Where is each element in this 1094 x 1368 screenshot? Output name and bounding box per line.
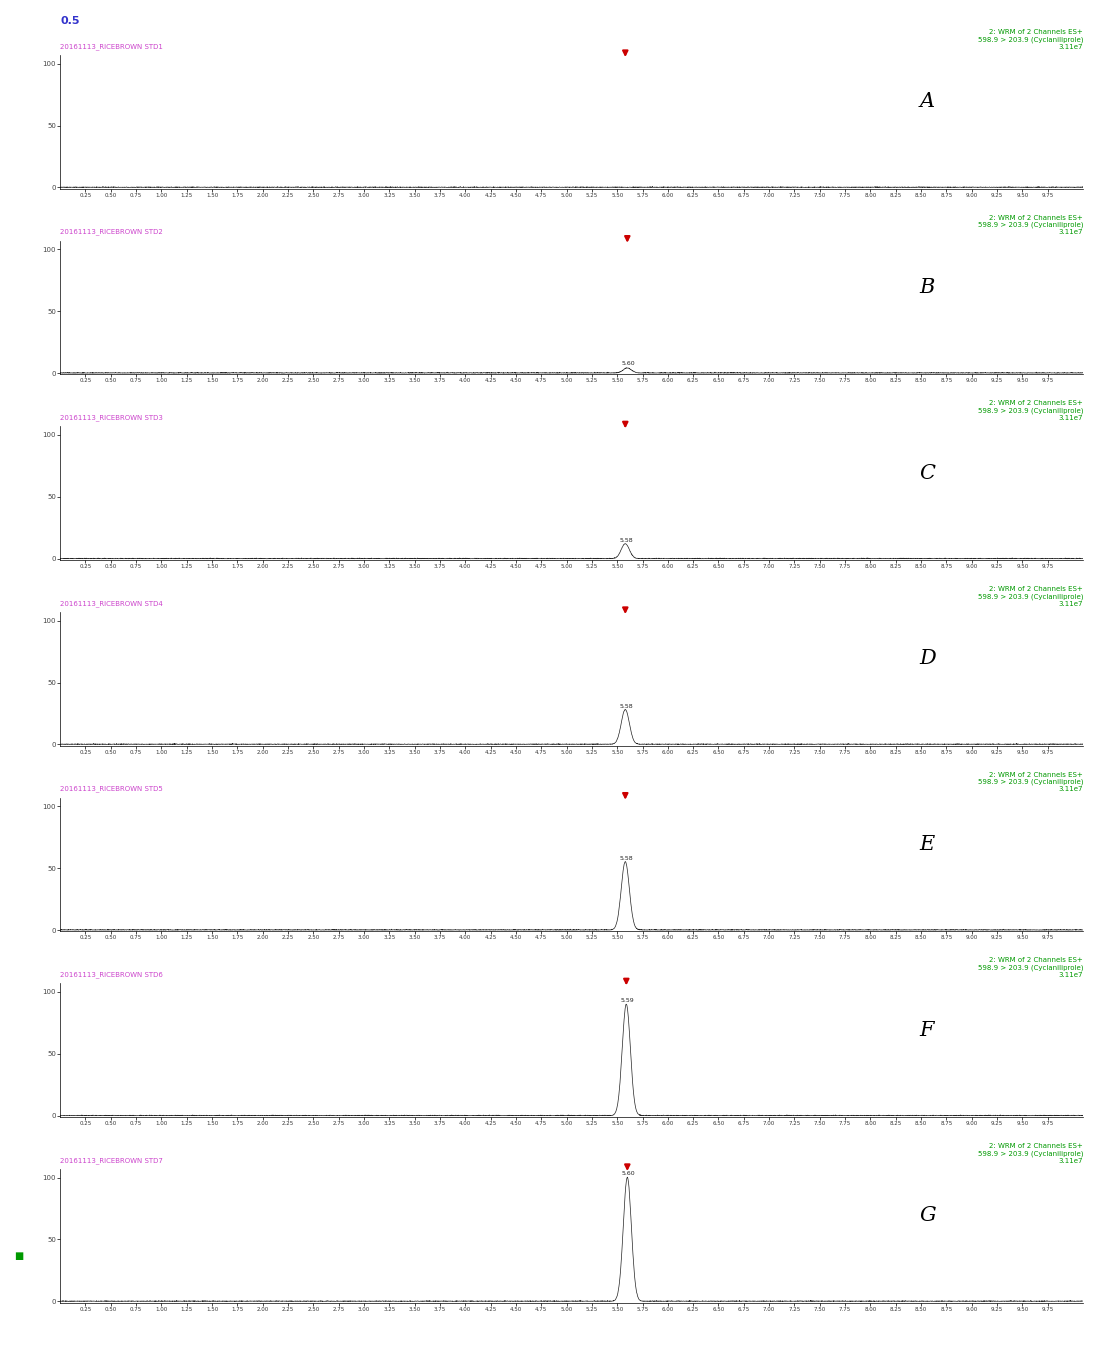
Text: 20161113_RICEBROWN STD4: 20161113_RICEBROWN STD4 <box>60 601 163 606</box>
Text: 5.58: 5.58 <box>619 703 633 709</box>
Text: 20161113_RICEBROWN STD2: 20161113_RICEBROWN STD2 <box>60 228 163 235</box>
Text: 20161113_RICEBROWN STD3: 20161113_RICEBROWN STD3 <box>60 415 163 421</box>
Text: F: F <box>919 1021 934 1040</box>
Text: 5.60: 5.60 <box>621 1171 636 1176</box>
Text: 20161113_RICEBROWN STD5: 20161113_RICEBROWN STD5 <box>60 785 163 792</box>
Text: C: C <box>919 464 935 483</box>
Text: 5.60: 5.60 <box>621 361 636 365</box>
Text: B: B <box>919 278 934 297</box>
Text: 20161113_RICEBROWN STD7: 20161113_RICEBROWN STD7 <box>60 1157 163 1164</box>
Text: E: E <box>919 834 934 854</box>
Text: 2: WRM of 2 Channels ES+
598.9 > 203.9 (Cyclaniliprole)
3.11e7: 2: WRM of 2 Channels ES+ 598.9 > 203.9 (… <box>978 29 1083 49</box>
Text: 20161113_RICEBROWN STD6: 20161113_RICEBROWN STD6 <box>60 971 163 978</box>
Text: 2: WRM of 2 Channels ES+
598.9 > 203.9 (Cyclaniliprole)
3.11e7: 2: WRM of 2 Channels ES+ 598.9 > 203.9 (… <box>978 958 1083 978</box>
Text: 0.5: 0.5 <box>60 15 80 26</box>
Text: D: D <box>919 650 936 668</box>
Text: 20161113_RICEBROWN STD1: 20161113_RICEBROWN STD1 <box>60 42 163 49</box>
Text: 2: WRM of 2 Channels ES+
598.9 > 203.9 (Cyclaniliprole)
3.11e7: 2: WRM of 2 Channels ES+ 598.9 > 203.9 (… <box>978 772 1083 792</box>
Text: 2: WRM of 2 Channels ES+
598.9 > 203.9 (Cyclaniliprole)
3.11e7: 2: WRM of 2 Channels ES+ 598.9 > 203.9 (… <box>978 215 1083 235</box>
Text: 5.58: 5.58 <box>619 856 633 860</box>
Text: 2: WRM of 2 Channels ES+
598.9 > 203.9 (Cyclaniliprole)
3.11e7: 2: WRM of 2 Channels ES+ 598.9 > 203.9 (… <box>978 1144 1083 1164</box>
Text: 2: WRM of 2 Channels ES+
598.9 > 203.9 (Cyclaniliprole)
3.11e7: 2: WRM of 2 Channels ES+ 598.9 > 203.9 (… <box>978 401 1083 421</box>
Text: G: G <box>919 1207 936 1226</box>
Text: 2: WRM of 2 Channels ES+
598.9 > 203.9 (Cyclaniliprole)
3.11e7: 2: WRM of 2 Channels ES+ 598.9 > 203.9 (… <box>978 586 1083 606</box>
Text: ■: ■ <box>14 1250 23 1261</box>
Text: 5.58: 5.58 <box>619 538 633 543</box>
Text: 5.59: 5.59 <box>620 999 635 1003</box>
Text: A: A <box>919 92 934 111</box>
